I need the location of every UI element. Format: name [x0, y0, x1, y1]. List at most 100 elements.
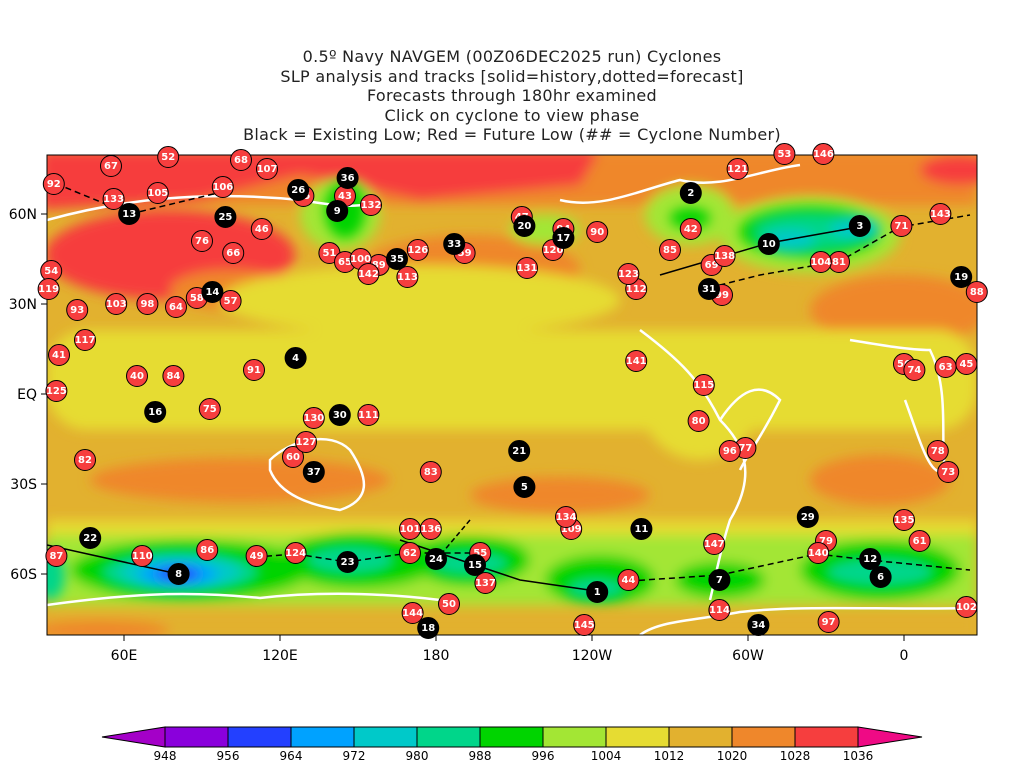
future-cyclone-marker[interactable]: 103: [105, 293, 128, 315]
future-cyclone-marker[interactable]: 44: [617, 569, 640, 591]
future-cyclone-marker[interactable]: 137: [474, 572, 497, 594]
future-cyclone-marker[interactable]: 125: [45, 380, 68, 402]
future-cyclone-marker[interactable]: 126: [406, 239, 429, 261]
future-cyclone-marker[interactable]: 76: [191, 230, 213, 252]
future-cyclone-marker[interactable]: 62: [399, 542, 421, 564]
existing-cyclone-marker[interactable]: 6: [869, 566, 892, 588]
existing-cyclone-marker[interactable]: 13: [118, 203, 141, 225]
future-cyclone-marker[interactable]: 123: [617, 263, 640, 285]
future-cyclone-marker[interactable]: 50: [438, 593, 460, 615]
future-cyclone-marker[interactable]: 97: [817, 611, 840, 633]
future-cyclone-marker[interactable]: 110: [131, 545, 154, 567]
future-cyclone-marker[interactable]: 117: [74, 329, 96, 351]
future-cyclone-marker[interactable]: 63: [934, 356, 957, 378]
future-cyclone-marker[interactable]: 88: [965, 281, 988, 303]
future-cyclone-marker[interactable]: 107: [256, 158, 278, 180]
future-cyclone-marker[interactable]: 45: [955, 353, 978, 375]
future-cyclone-marker[interactable]: 133: [102, 188, 125, 210]
future-cyclone-marker[interactable]: 130: [302, 407, 325, 429]
existing-cyclone-marker[interactable]: 23: [336, 551, 359, 573]
existing-cyclone-marker[interactable]: 31: [698, 278, 720, 300]
future-cyclone-marker[interactable]: 74: [903, 359, 926, 381]
future-cyclone-marker[interactable]: 80: [687, 410, 710, 432]
future-cyclone-marker[interactable]: 119: [37, 278, 60, 300]
existing-cyclone-marker[interactable]: 19: [950, 266, 973, 288]
future-cyclone-marker[interactable]: 146: [812, 143, 835, 165]
existing-cyclone-marker[interactable]: 11: [630, 518, 653, 540]
future-cyclone-marker[interactable]: 132: [360, 194, 382, 216]
future-cyclone-marker[interactable]: 134: [555, 506, 577, 528]
existing-cyclone-marker[interactable]: 26: [287, 179, 310, 201]
existing-cyclone-marker[interactable]: 20: [513, 215, 536, 237]
future-cyclone-marker[interactable]: 105: [146, 182, 169, 204]
future-cyclone-marker[interactable]: 140: [807, 542, 830, 564]
future-cyclone-marker[interactable]: 86: [196, 539, 219, 561]
future-cyclone-marker[interactable]: 91: [243, 359, 265, 381]
future-cyclone-marker[interactable]: 102: [955, 596, 978, 618]
future-cyclone-marker[interactable]: 42: [679, 218, 702, 240]
future-cyclone-marker[interactable]: 136: [419, 518, 442, 540]
existing-cyclone-marker[interactable]: 7: [708, 569, 731, 591]
future-cyclone-marker[interactable]: 40: [126, 365, 148, 387]
future-cyclone-marker[interactable]: 101: [399, 518, 421, 540]
existing-cyclone-marker[interactable]: 14: [201, 281, 224, 303]
future-cyclone-marker[interactable]: 85: [659, 239, 681, 261]
future-cyclone-marker[interactable]: 53: [773, 143, 796, 165]
existing-cyclone-marker[interactable]: 22: [79, 527, 102, 549]
future-cyclone-marker[interactable]: 96: [718, 440, 741, 462]
future-cyclone-marker[interactable]: 141: [625, 350, 648, 372]
future-cyclone-marker[interactable]: 68: [230, 149, 252, 171]
existing-cyclone-marker[interactable]: 17: [552, 227, 575, 249]
future-cyclone-marker[interactable]: 106: [211, 176, 234, 198]
future-cyclone-marker[interactable]: 145: [573, 614, 596, 636]
future-cyclone-marker[interactable]: 114: [708, 599, 731, 621]
future-cyclone-marker[interactable]: 142: [357, 263, 380, 285]
future-cyclone-marker[interactable]: 57: [219, 290, 242, 312]
existing-cyclone-marker[interactable]: 35: [386, 248, 408, 270]
future-cyclone-marker[interactable]: 135: [893, 509, 915, 531]
future-cyclone-marker[interactable]: 131: [516, 257, 538, 279]
future-cyclone-marker[interactable]: 124: [284, 542, 307, 564]
future-cyclone-marker[interactable]: 115: [692, 374, 715, 396]
future-cyclone-marker[interactable]: 87: [45, 545, 68, 567]
existing-cyclone-marker[interactable]: 33: [443, 233, 466, 255]
existing-cyclone-marker[interactable]: 12: [859, 548, 882, 570]
future-cyclone-marker[interactable]: 90: [586, 221, 609, 243]
existing-cyclone-marker[interactable]: 3: [848, 215, 871, 237]
future-cyclone-marker[interactable]: 127: [295, 431, 317, 453]
existing-cyclone-marker[interactable]: 29: [796, 506, 819, 528]
future-cyclone-marker[interactable]: 52: [157, 146, 180, 168]
existing-cyclone-marker[interactable]: 10: [757, 233, 780, 255]
future-cyclone-marker[interactable]: 144: [401, 602, 424, 624]
future-cyclone-marker[interactable]: 41: [48, 344, 70, 366]
existing-cyclone-marker[interactable]: 37: [302, 461, 325, 483]
future-cyclone-marker[interactable]: 98: [136, 293, 159, 315]
future-cyclone-marker[interactable]: 83: [419, 461, 442, 483]
future-cyclone-marker[interactable]: 143: [929, 203, 952, 225]
future-cyclone-marker[interactable]: 138: [713, 245, 736, 267]
existing-cyclone-marker[interactable]: 1: [586, 581, 609, 603]
existing-cyclone-marker[interactable]: 21: [508, 440, 531, 462]
future-cyclone-marker[interactable]: 121: [726, 158, 749, 180]
existing-cyclone-marker[interactable]: 36: [336, 167, 359, 189]
existing-cyclone-marker[interactable]: 8: [167, 563, 190, 585]
existing-cyclone-marker[interactable]: 5: [513, 476, 536, 498]
future-cyclone-marker[interactable]: 82: [74, 449, 96, 471]
existing-cyclone-marker[interactable]: 15: [464, 554, 486, 576]
future-cyclone-marker[interactable]: 92: [42, 173, 65, 195]
future-cyclone-marker[interactable]: 49: [245, 545, 268, 567]
future-cyclone-marker[interactable]: 75: [198, 398, 221, 420]
future-cyclone-marker[interactable]: 66: [222, 242, 245, 264]
existing-cyclone-marker[interactable]: 9: [326, 200, 349, 222]
future-cyclone-marker[interactable]: 60: [282, 446, 304, 468]
existing-cyclone-marker[interactable]: 30: [328, 404, 351, 426]
existing-cyclone-marker[interactable]: 4: [284, 347, 307, 369]
existing-cyclone-marker[interactable]: 24: [425, 548, 447, 570]
future-cyclone-marker[interactable]: 61: [908, 530, 931, 552]
future-cyclone-marker[interactable]: 147: [703, 533, 726, 555]
future-cyclone-marker[interactable]: 93: [66, 299, 89, 321]
existing-cyclone-marker[interactable]: 18: [417, 617, 440, 639]
future-cyclone-marker[interactable]: 64: [165, 296, 187, 318]
existing-cyclone-marker[interactable]: 34: [747, 614, 770, 636]
future-cyclone-marker[interactable]: 71: [890, 215, 913, 237]
